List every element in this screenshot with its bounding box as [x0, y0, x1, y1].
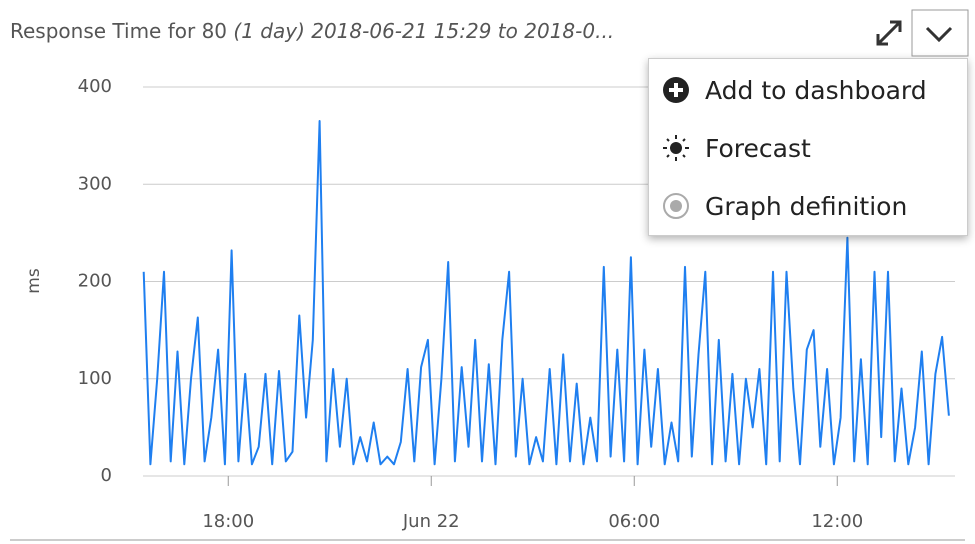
add-icon [663, 77, 689, 103]
y-tick-label: 400 [78, 76, 112, 97]
dropdown-button[interactable] [911, 9, 969, 57]
chart-title-group: Response Time for 80 (1 day) 2018-06-21 … [10, 19, 614, 43]
y-tick-label: 200 [78, 271, 112, 292]
y-axis-label: ms [24, 268, 44, 294]
chart-title: Response Time for 80 [10, 19, 227, 43]
menu-item[interactable]: Forecast [649, 119, 967, 177]
definition-icon [663, 193, 689, 219]
y-tick-label: 100 [78, 368, 112, 389]
menu-item-label[interactable]: Graph definition [705, 191, 908, 221]
forecast-icon [663, 135, 689, 161]
line-series [142, 120, 950, 466]
x-tick-label: 12:00 [811, 511, 863, 532]
y-tick-label: 300 [78, 173, 112, 194]
expand-icon[interactable] [876, 20, 902, 46]
menu-item[interactable]: Add to dashboard [649, 61, 967, 119]
expand-button[interactable] [876, 20, 902, 46]
dropdown-icon[interactable] [925, 26, 953, 43]
menu-item-label[interactable]: Forecast [705, 133, 811, 163]
x-tick-label: 18:00 [202, 511, 254, 532]
y-tick-label: 0 [101, 465, 112, 486]
x-tick-label: Jun 22 [402, 511, 460, 532]
x-tick-label: 06:00 [608, 511, 660, 532]
chart-subtitle: (1 day) 2018-06-21 15:29 to 2018-0... [233, 19, 614, 43]
menu-item[interactable]: Graph definition [649, 177, 967, 235]
dropdown-menu: Add to dashboard Forecast Graph definiti… [648, 58, 968, 236]
menu-item-label[interactable]: Add to dashboard [705, 75, 927, 105]
